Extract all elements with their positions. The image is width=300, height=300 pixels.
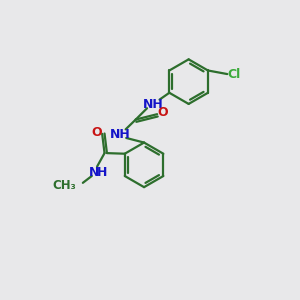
Text: NH: NH [110,128,131,141]
Text: H: H [96,166,107,179]
Text: Cl: Cl [227,68,240,81]
Text: N: N [89,166,99,179]
Text: CH₃: CH₃ [52,179,76,192]
Text: O: O [157,106,168,119]
Text: NH: NH [142,98,164,111]
Text: O: O [92,126,102,139]
